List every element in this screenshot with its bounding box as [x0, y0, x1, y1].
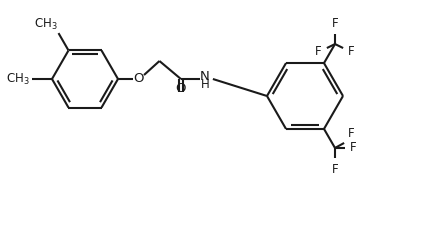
Text: F: F — [348, 127, 355, 140]
Text: N: N — [200, 70, 210, 84]
Text: O: O — [176, 82, 186, 95]
Text: H: H — [201, 77, 209, 91]
Text: CH$_3$: CH$_3$ — [34, 17, 58, 32]
Text: F: F — [350, 142, 357, 154]
Text: O: O — [133, 73, 143, 85]
Text: F: F — [332, 163, 338, 176]
Text: F: F — [315, 44, 322, 58]
Text: CH$_3$: CH$_3$ — [6, 71, 30, 87]
Text: F: F — [348, 44, 355, 58]
Text: F: F — [332, 17, 338, 30]
